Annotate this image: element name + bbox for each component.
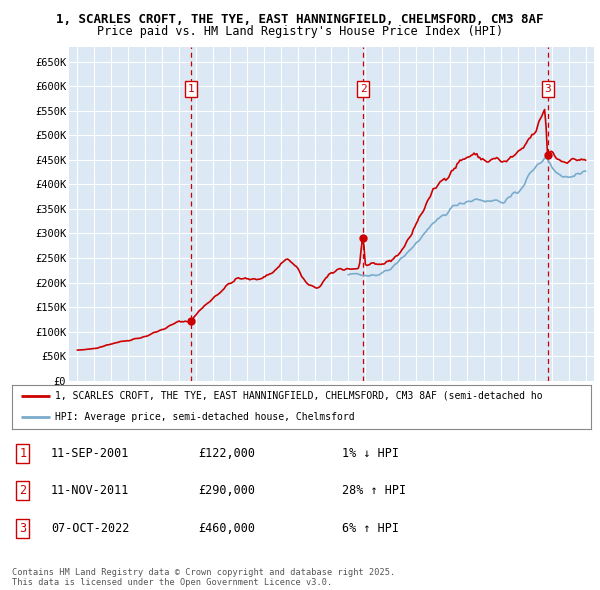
Text: 6% ↑ HPI: 6% ↑ HPI (342, 522, 399, 535)
Text: 11-NOV-2011: 11-NOV-2011 (51, 484, 130, 497)
Text: 1: 1 (19, 447, 26, 460)
Text: £290,000: £290,000 (198, 484, 255, 497)
Text: 3: 3 (544, 84, 551, 94)
Text: Contains HM Land Registry data © Crown copyright and database right 2025.
This d: Contains HM Land Registry data © Crown c… (12, 568, 395, 587)
Text: 3: 3 (19, 522, 26, 535)
Text: 1, SCARLES CROFT, THE TYE, EAST HANNINGFIELD, CHELMSFORD, CM3 8AF (semi-detached: 1, SCARLES CROFT, THE TYE, EAST HANNINGF… (55, 391, 543, 401)
Text: 28% ↑ HPI: 28% ↑ HPI (342, 484, 406, 497)
Text: 2: 2 (360, 84, 367, 94)
Text: 1: 1 (188, 84, 194, 94)
Text: 1, SCARLES CROFT, THE TYE, EAST HANNINGFIELD, CHELMSFORD, CM3 8AF: 1, SCARLES CROFT, THE TYE, EAST HANNINGF… (56, 13, 544, 26)
Text: £122,000: £122,000 (198, 447, 255, 460)
Text: 07-OCT-2022: 07-OCT-2022 (51, 522, 130, 535)
Text: £460,000: £460,000 (198, 522, 255, 535)
Text: 2: 2 (19, 484, 26, 497)
Text: Price paid vs. HM Land Registry's House Price Index (HPI): Price paid vs. HM Land Registry's House … (97, 25, 503, 38)
Text: 1% ↓ HPI: 1% ↓ HPI (342, 447, 399, 460)
Text: HPI: Average price, semi-detached house, Chelmsford: HPI: Average price, semi-detached house,… (55, 412, 355, 421)
Text: 11-SEP-2001: 11-SEP-2001 (51, 447, 130, 460)
